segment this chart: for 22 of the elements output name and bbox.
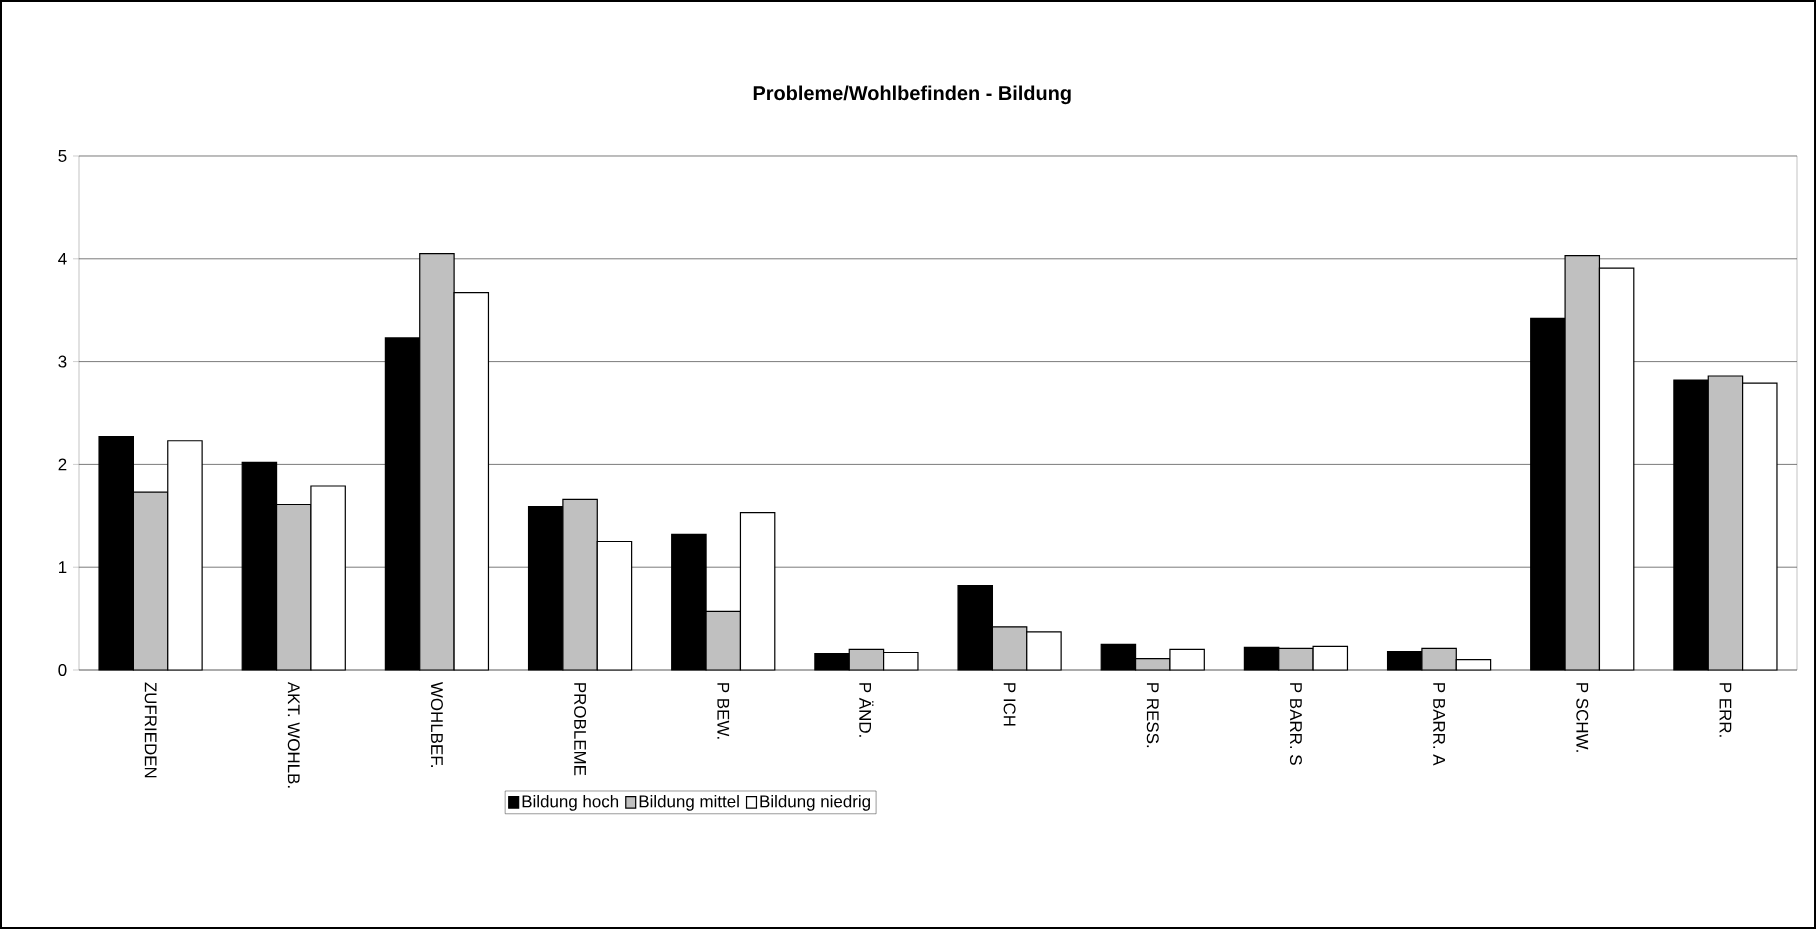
x-tick-label: P RESS. bbox=[1146, 683, 1159, 748]
x-tick-label: P ICH bbox=[1003, 683, 1016, 726]
x-tick-label: P ERR. bbox=[1719, 683, 1732, 737]
x-tick-label: AKT. WOHLB. bbox=[287, 681, 300, 788]
x-tick-label: ZUFRIEDEN bbox=[144, 682, 157, 778]
y-tick-label: 3 bbox=[58, 355, 67, 368]
legend-label: Bildung hoch bbox=[522, 794, 619, 811]
legend-label: Bildung mittel bbox=[639, 794, 739, 811]
x-tick-label: WOHLBEF. bbox=[430, 681, 443, 767]
legend-label: Bildung niedrig bbox=[760, 794, 870, 811]
x-tick-label: P SCHW. bbox=[1576, 683, 1589, 752]
x-tick-label: P ÄND. bbox=[859, 683, 874, 737]
chart-title: Probleme/Wohlbefinden - Bildung bbox=[753, 85, 1071, 105]
x-tick-label: PROBLEME bbox=[574, 683, 587, 776]
y-tick-label: 0 bbox=[58, 664, 67, 676]
y-tick-label: 2 bbox=[58, 458, 67, 471]
y-tick-label: 5 bbox=[58, 150, 67, 162]
y-tick-label: 1 bbox=[59, 561, 67, 574]
x-tick-label: P BARR. A bbox=[1433, 683, 1445, 766]
x-tick-label: P BEW. bbox=[717, 683, 730, 739]
x-tick-label: P BARR. S bbox=[1289, 683, 1302, 765]
y-tick-label: 4 bbox=[58, 252, 67, 265]
